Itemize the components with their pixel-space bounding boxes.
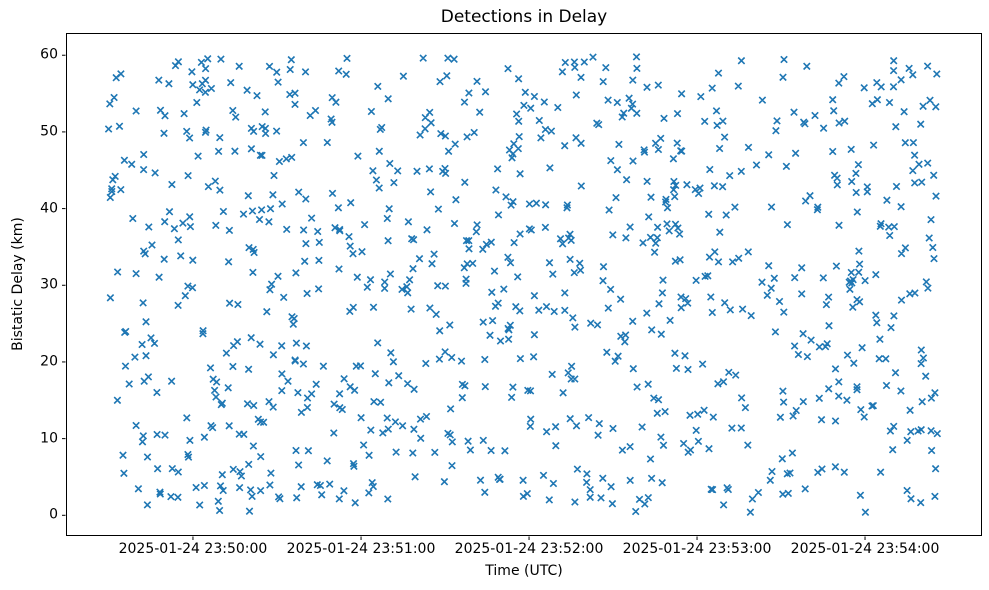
y-tick-label: 40: [40, 200, 58, 217]
x-tick-label: 2025-01-24 23:50:00: [118, 541, 268, 557]
x-tick-label: 2025-01-24 23:52:00: [454, 541, 604, 557]
y-tick-label: 10: [40, 430, 58, 447]
scatter-points: [104, 53, 942, 516]
x-axis-label: Time (UTC): [485, 563, 563, 579]
y-tick-label: 30: [40, 276, 58, 293]
x-tick-label: 2025-01-24 23:53:00: [622, 541, 772, 557]
y-tick-label: 20: [40, 353, 58, 370]
x-tick-label: 2025-01-24 23:51:00: [286, 541, 436, 557]
chart-title: Detections in Delay: [440, 7, 608, 27]
y-axis-label: Bistatic Delay (km): [10, 217, 26, 351]
tick-marks: [62, 54, 866, 540]
y-tick-label: 50: [40, 123, 58, 140]
y-tick-label: 0: [49, 506, 58, 523]
axes-frame: [66, 33, 982, 536]
y-tick-label: 60: [40, 46, 58, 63]
x-tick-label: 2025-01-24 23:54:00: [790, 541, 940, 557]
